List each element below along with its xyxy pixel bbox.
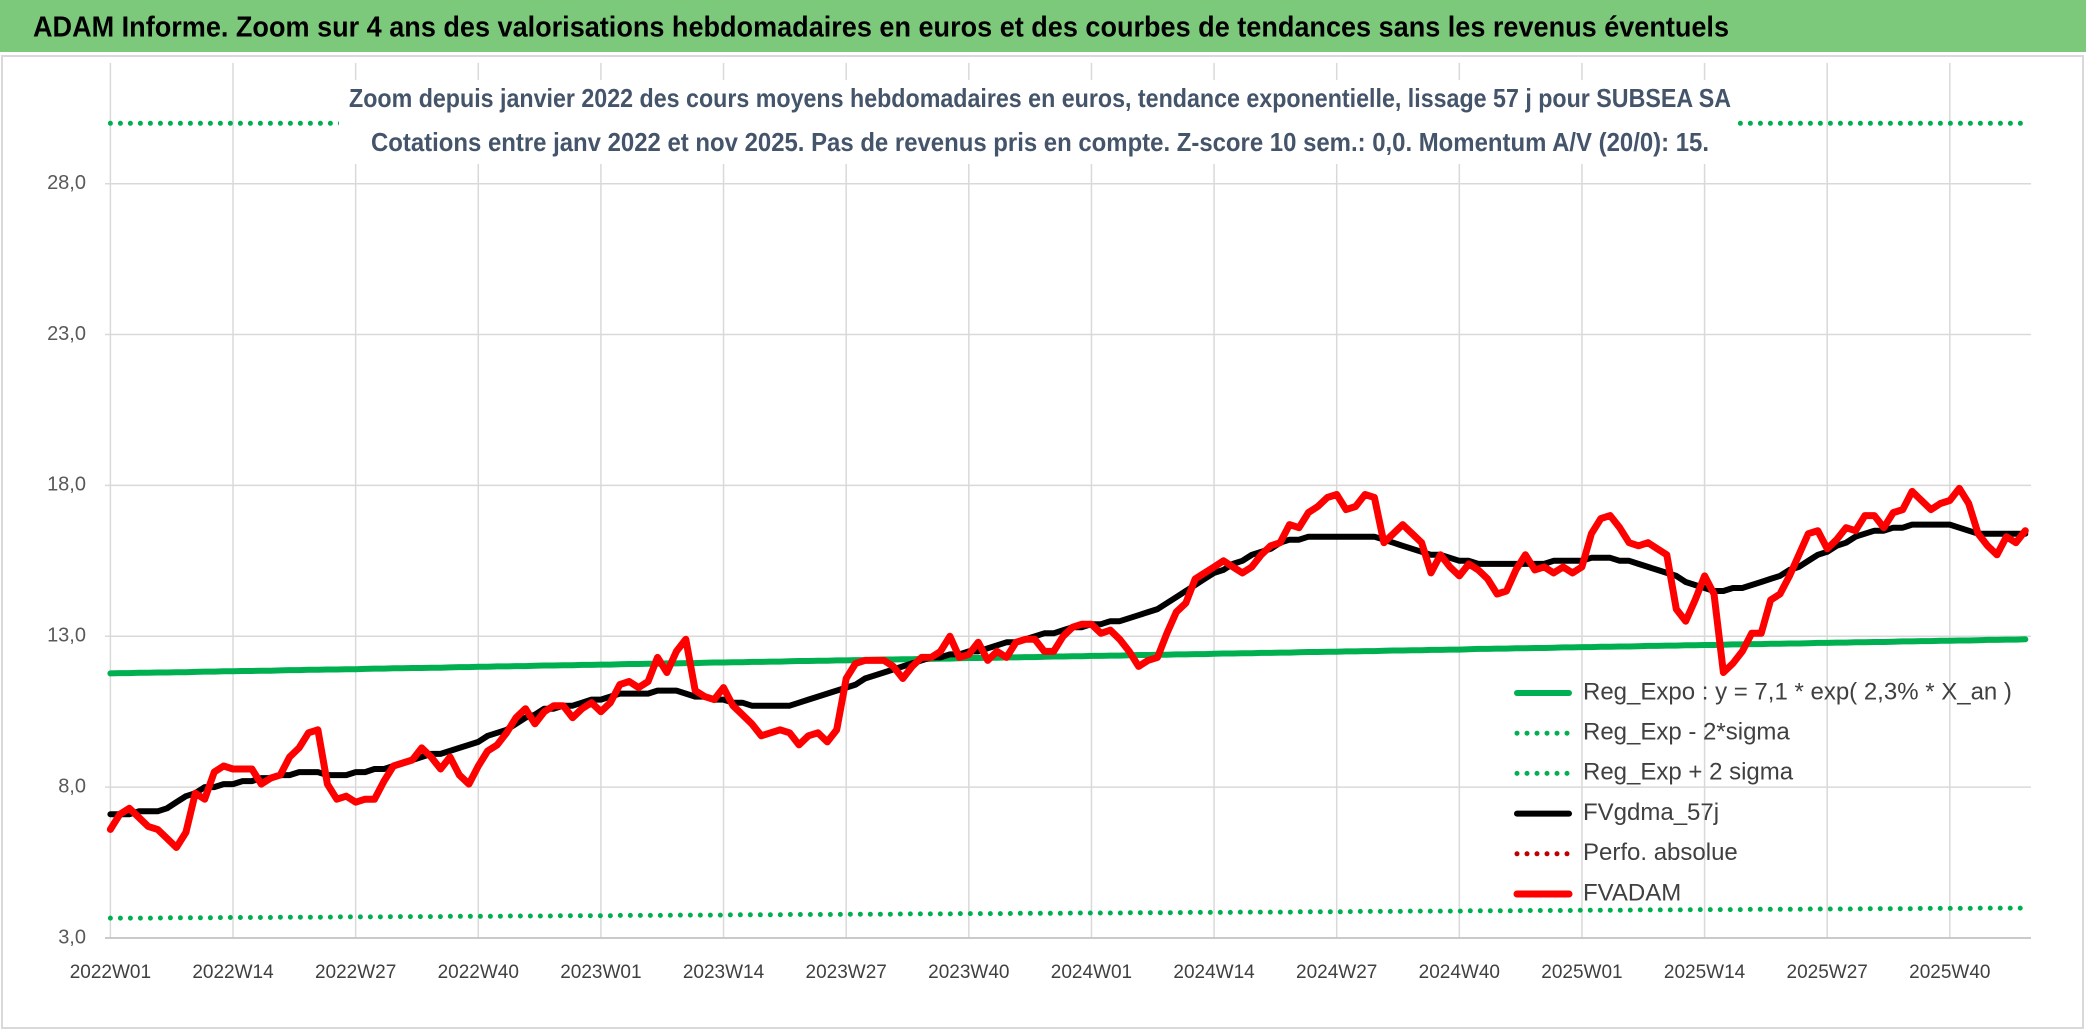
header-bar [0, 0, 2086, 52]
x-tick-label: 2022W27 [315, 962, 396, 983]
legend-label: FVgdma_57j [1583, 799, 1719, 826]
x-tick-label: 2022W14 [192, 962, 274, 983]
legend-label: Perfo. absolue [1583, 839, 1738, 866]
legend: Reg_Expo : y = 7,1 * exp( 2,3% * X_an ) R… [1513, 678, 2012, 906]
x-tick-label: 2023W27 [806, 962, 887, 983]
series-line [106, 484, 2029, 851]
x-tick-label: 2023W40 [928, 962, 1009, 983]
x-tick-label: 2024W40 [1419, 962, 1500, 983]
chart-frame [1, 55, 2084, 1029]
y-tick-label: 8,0 [58, 775, 86, 797]
x-tick-label: 2025W01 [1541, 962, 1622, 983]
x-tick-label: 2024W27 [1296, 962, 1377, 983]
x-tick-label: 2024W01 [1051, 962, 1132, 983]
y-tick-label: 3,0 [58, 926, 86, 948]
title-background [339, 80, 1736, 164]
series-line [107, 905, 2028, 921]
y-tick-label: 18,0 [47, 474, 86, 496]
y-tick-label: 13,0 [47, 625, 86, 647]
x-tick-label: 2022W40 [438, 962, 519, 983]
x-tick-label: 2025W14 [1664, 962, 1746, 983]
legend-label: Reg_Expo : y = 7,1 * exp( 2,3% * X_an ) [1583, 678, 2012, 705]
x-tick-label: 2022W01 [70, 962, 151, 983]
chart-subtitle: Cotations entre janv 2022 et nov 2025. P… [371, 127, 1709, 157]
legend-label: FVADAM [1583, 879, 1681, 906]
x-tick-label: 2023W14 [683, 962, 765, 983]
legend-label: Reg_Exp - 2*sigma [1583, 719, 1790, 746]
x-tick-label: 2024W14 [1173, 962, 1255, 983]
x-tick-label: 2025W40 [1909, 962, 1990, 983]
chart-title: Zoom depuis janvier 2022 des cours moyen… [349, 83, 1731, 113]
series-line [107, 636, 2029, 677]
plot-area: 3,0 8,0 13,0 18,0 23,0 28,0 2022W01 2022W14 2022… [47, 63, 2031, 983]
x-tick-label: 2025W27 [1787, 962, 1868, 983]
x-tick-label: 2023W01 [560, 962, 641, 983]
y-tick-label: 28,0 [47, 172, 86, 194]
legend-label: Reg_Exp + 2 sigma [1583, 759, 1794, 786]
y-tick-label: 23,0 [47, 323, 86, 345]
header-title: ADAM Informe. Zoom sur 4 ans des valoris… [33, 12, 1729, 44]
